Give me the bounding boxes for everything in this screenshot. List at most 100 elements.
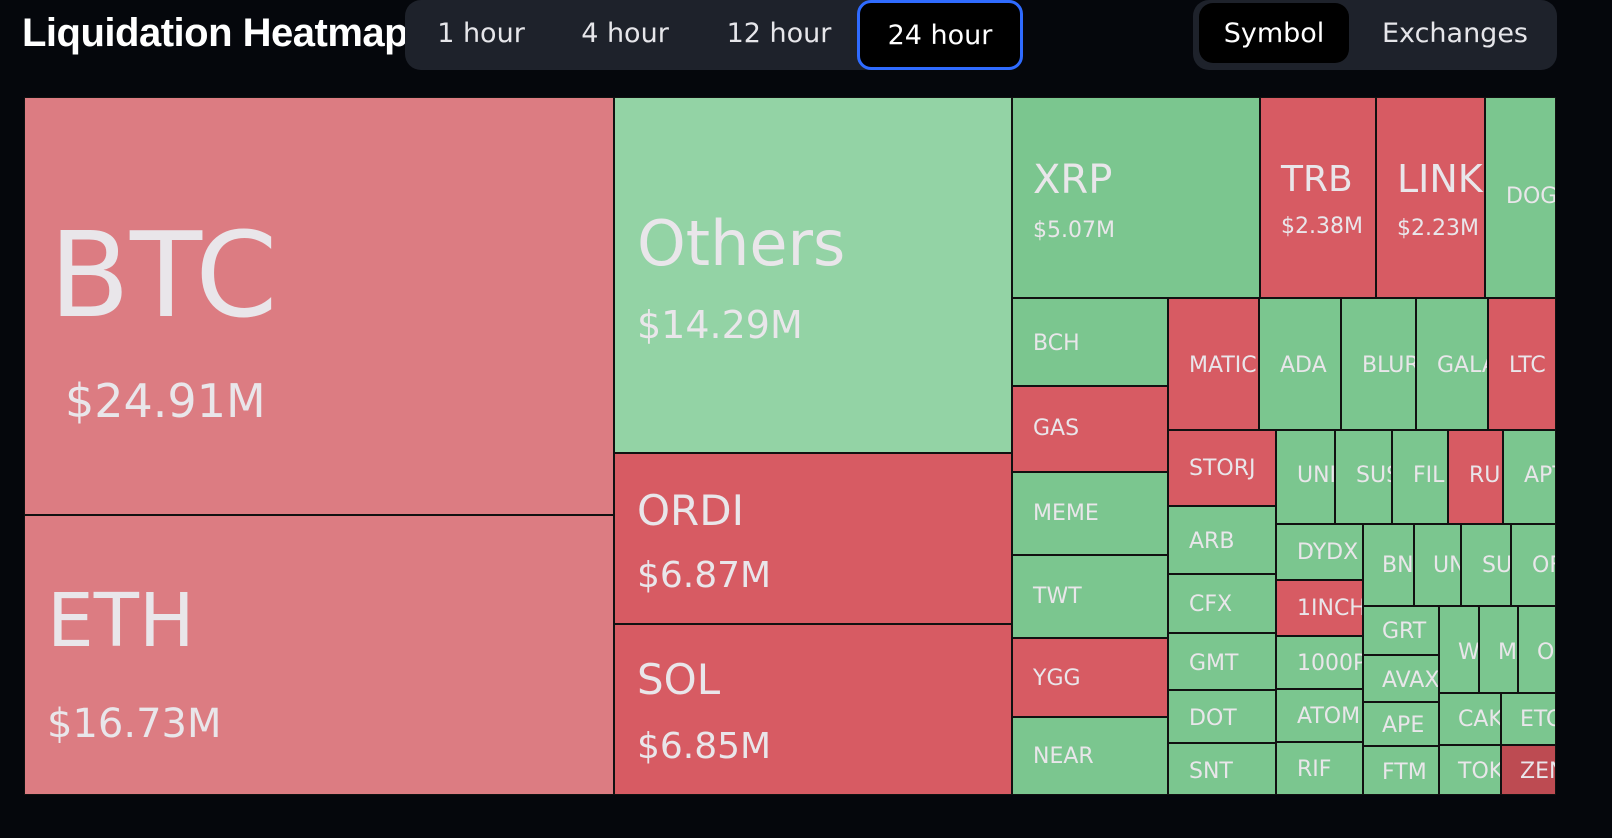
heatmap-tile-w[interactable]: W	[1439, 606, 1479, 693]
heatmap-tile-gmt[interactable]: GMT	[1168, 633, 1276, 690]
tile-value: $6.87M	[637, 555, 772, 596]
tile-symbol: ATOM	[1297, 704, 1361, 729]
heatmap-tile-1inch[interactable]: 1INCH	[1276, 580, 1363, 636]
timeframe-4h-button[interactable]: 4 hour	[581, 17, 669, 49]
heatmap-tile-1000p[interactable]: 1000P	[1276, 636, 1363, 689]
heatmap-tile-others[interactable]: Others $14.29M	[614, 97, 1012, 453]
heatmap-tile-ygg[interactable]: YGG	[1012, 638, 1168, 717]
heatmap-tile-dot[interactable]: DOT	[1168, 690, 1276, 743]
tile-symbol: DYDX	[1297, 540, 1359, 565]
heatmap-tile-xrp[interactable]: XRP $5.07M	[1012, 97, 1260, 298]
tile-value: $16.73M	[47, 701, 222, 747]
view-symbol-button[interactable]: Symbol	[1199, 3, 1349, 63]
heatmap-tile-fil[interactable]: FIL	[1392, 430, 1448, 524]
heatmap-tile-atom[interactable]: ATOM	[1276, 689, 1363, 742]
heatmap-tile-ftm[interactable]: FTM	[1363, 746, 1439, 795]
heatmap-tile-dog[interactable]: DOG	[1485, 97, 1556, 298]
tile-symbol: TRB	[1281, 159, 1353, 200]
heatmap-tile-avax[interactable]: AVAX	[1363, 655, 1439, 702]
heatmap-tile-meme[interactable]: MEME	[1012, 472, 1168, 555]
tile-symbol: TWT	[1033, 584, 1082, 609]
heatmap-tile-snt[interactable]: SNT	[1168, 743, 1276, 795]
heatmap-tile-o[interactable]: O	[1518, 606, 1556, 693]
tile-symbol: BLUR	[1362, 353, 1416, 378]
heatmap-tile-gas[interactable]: GAS	[1012, 386, 1168, 472]
tile-symbol: XRP	[1033, 157, 1113, 203]
tile-symbol: UN	[1433, 553, 1460, 578]
heatmap-tile-grt[interactable]: GRT	[1363, 606, 1439, 655]
tile-symbol: ETC	[1520, 707, 1555, 732]
heatmap-tile-apt[interactable]: APT	[1503, 430, 1556, 524]
tile-value: $14.29M	[637, 303, 803, 347]
tile-symbol: Others	[637, 207, 846, 280]
heatmap-tile-dydx[interactable]: DYDX	[1276, 524, 1363, 580]
heatmap-tile-link[interactable]: LINK $2.23M	[1376, 97, 1485, 298]
heatmap-tile-matic[interactable]: MATIC	[1168, 298, 1259, 430]
tile-symbol: ADA	[1280, 353, 1327, 378]
tile-symbol: ETH	[47, 578, 195, 664]
heatmap-tile-blur[interactable]: BLUR	[1341, 298, 1416, 430]
timeframe-12h-button[interactable]: 12 hour	[726, 17, 832, 49]
heatmap-tile-sol[interactable]: SOL $6.85M	[614, 624, 1012, 795]
tile-symbol: SOL	[637, 655, 721, 704]
heatmap-tile-bch[interactable]: BCH	[1012, 298, 1168, 386]
heatmap-tile-near[interactable]: NEAR	[1012, 717, 1168, 795]
tile-symbol: STORJ	[1189, 456, 1256, 481]
tile-symbol: DOG	[1506, 184, 1556, 209]
view-exchanges-button[interactable]: Exchanges	[1382, 17, 1528, 49]
heatmap-tile-arb[interactable]: ARB	[1168, 506, 1276, 574]
tile-symbol: OF	[1532, 553, 1555, 578]
heatmap-tile-btc[interactable]: BTC $24.91M	[24, 97, 614, 515]
heatmap-tile-tok[interactable]: TOK	[1439, 745, 1501, 795]
tile-symbol: FIL	[1413, 463, 1445, 488]
heatmap-tile-trb[interactable]: TRB $2.38M	[1260, 97, 1376, 298]
heatmap-tile-twt[interactable]: TWT	[1012, 555, 1168, 638]
tile-symbol: ZEN	[1520, 759, 1555, 784]
heatmap-tile-ltc[interactable]: LTC	[1488, 298, 1556, 430]
tile-symbol: CFX	[1189, 592, 1233, 617]
heatmap-tile-zen[interactable]: ZEN	[1501, 745, 1556, 795]
tile-symbol: LTC	[1509, 353, 1546, 378]
tile-symbol: APT	[1524, 463, 1555, 488]
view-toggle: Symbol Exchanges	[1193, 0, 1557, 70]
tile-symbol: TOK	[1458, 759, 1501, 784]
tile-symbol: RUI	[1469, 463, 1502, 488]
heatmap-tile-uni[interactable]: UNI	[1276, 430, 1335, 524]
tile-value: $24.91M	[65, 374, 266, 428]
heatmap-tile-of[interactable]: OF	[1511, 524, 1556, 606]
tile-symbol: GALA	[1437, 353, 1487, 378]
tile-symbol: CAK	[1458, 707, 1501, 732]
tile-symbol: BN	[1382, 553, 1414, 578]
heatmap-tile-rui[interactable]: RUI	[1448, 430, 1503, 524]
tile-symbol: GMT	[1189, 651, 1239, 676]
tile-symbol: YGG	[1033, 666, 1081, 691]
heatmap-tile-cfx[interactable]: CFX	[1168, 574, 1276, 633]
heatmap-tile-bn[interactable]: BN	[1363, 524, 1414, 606]
heatmap-tile-storj[interactable]: STORJ	[1168, 430, 1276, 506]
heatmap-tile-m[interactable]: M	[1479, 606, 1518, 693]
heatmap-tile-eth[interactable]: ETH $16.73M	[24, 515, 614, 795]
tile-symbol: SUS	[1356, 463, 1391, 488]
tile-symbol: LINK	[1397, 157, 1483, 201]
heatmap-tile-sus[interactable]: SUS	[1335, 430, 1392, 524]
timeframe-1h-button[interactable]: 1 hour	[437, 17, 525, 49]
tile-symbol: SNT	[1189, 759, 1233, 784]
tile-symbol: APE	[1382, 713, 1425, 738]
heatmap-tile-ape[interactable]: APE	[1363, 702, 1439, 746]
heatmap-tile-gala[interactable]: GALA	[1416, 298, 1488, 430]
tile-symbol: GAS	[1033, 416, 1080, 441]
tile-symbol: GRT	[1382, 619, 1427, 644]
page-title: Liquidation Heatmap	[22, 11, 409, 55]
tile-symbol: O	[1537, 640, 1555, 665]
heatmap-tile-ada[interactable]: ADA	[1259, 298, 1341, 430]
tile-symbol: MEME	[1033, 501, 1099, 526]
heatmap-tile-rif[interactable]: RIF	[1276, 742, 1363, 795]
heatmap-tile-un[interactable]: UN	[1414, 524, 1461, 606]
tile-symbol: MATIC	[1189, 353, 1257, 378]
tile-symbol: M	[1498, 640, 1517, 665]
heatmap-tile-ordi[interactable]: ORDI $6.87M	[614, 453, 1012, 624]
timeframe-24h-button[interactable]: 24 hour	[857, 0, 1023, 70]
heatmap-tile-etc[interactable]: ETC	[1501, 693, 1556, 745]
heatmap-tile-cak[interactable]: CAK	[1439, 693, 1501, 745]
heatmap-tile-su[interactable]: SU	[1461, 524, 1511, 606]
